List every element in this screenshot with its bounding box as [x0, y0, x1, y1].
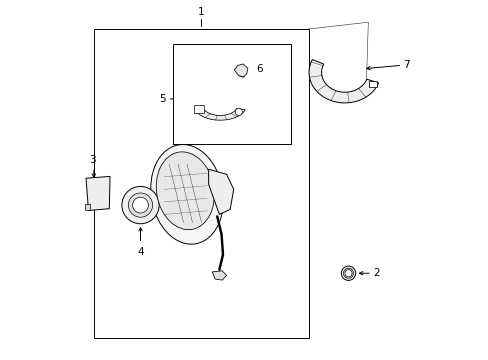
Ellipse shape	[156, 152, 214, 230]
Polygon shape	[86, 176, 110, 211]
Circle shape	[343, 268, 353, 278]
Polygon shape	[208, 169, 233, 215]
Bar	[85, 204, 89, 210]
Circle shape	[235, 108, 242, 116]
Circle shape	[344, 270, 351, 277]
Text: 3: 3	[89, 154, 95, 165]
Bar	[172, 44, 290, 144]
Circle shape	[132, 197, 148, 213]
Text: 6: 6	[256, 64, 263, 74]
Polygon shape	[308, 59, 378, 103]
Circle shape	[122, 186, 159, 224]
Polygon shape	[212, 271, 226, 280]
Text: 5: 5	[159, 94, 165, 104]
Text: 4: 4	[137, 247, 143, 257]
Text: 2: 2	[372, 268, 379, 278]
Circle shape	[341, 266, 355, 280]
Text: 1: 1	[198, 7, 204, 17]
Circle shape	[128, 193, 152, 217]
Bar	[194, 105, 203, 113]
Bar	[368, 81, 376, 87]
Polygon shape	[234, 64, 247, 77]
Polygon shape	[195, 108, 244, 120]
Bar	[94, 30, 308, 338]
Text: 7: 7	[402, 60, 409, 70]
Ellipse shape	[150, 144, 223, 244]
